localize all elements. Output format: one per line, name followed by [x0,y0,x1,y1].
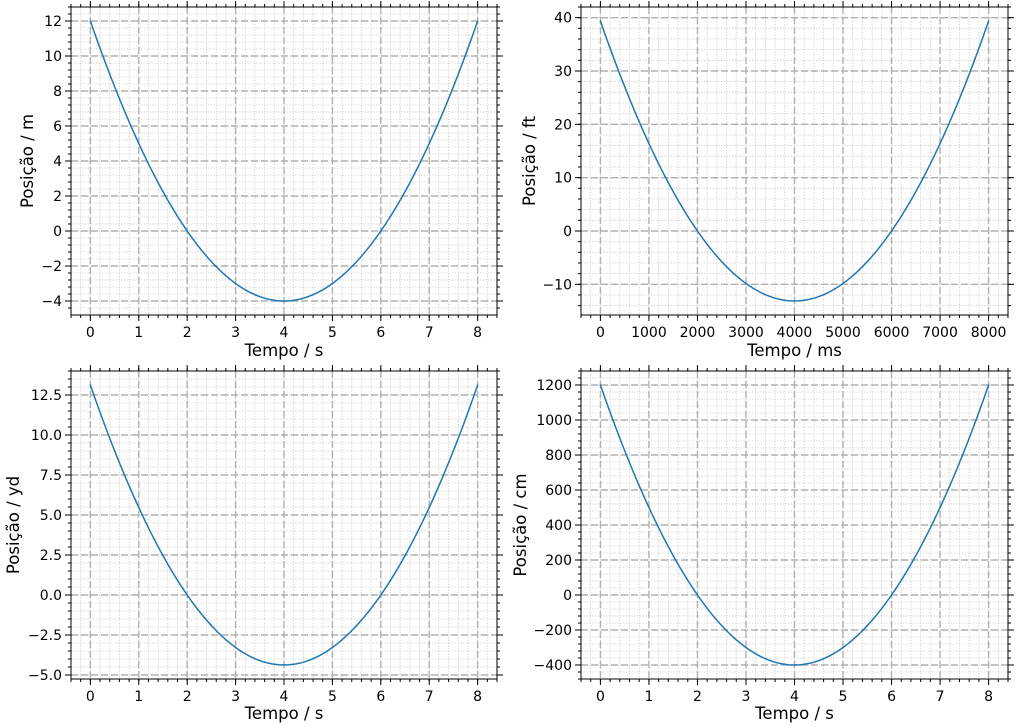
series-line-0 [599,20,990,302]
x-axis-label: Tempo / s [244,341,324,360]
y-tick-label: −200 [534,623,572,639]
x-tick-label: 2 [183,325,192,341]
x-tick-label: 1 [644,689,653,705]
x-tick-label: 6 [376,325,385,341]
x-tick-label: 8 [473,689,482,705]
x-tick-label: 1 [134,689,143,705]
x-tick-label: 7 [936,689,945,705]
x-tick-label: 0 [86,325,95,341]
y-tick-label: 2.5 [40,548,62,564]
y-tick-label: 20 [554,117,572,133]
x-tick-label: 8000 [971,325,1007,341]
x-tick-label: 5 [839,689,848,705]
y-tick-label: 12.5 [31,388,62,404]
y-tick-label: 1200 [536,378,572,394]
x-tick-label: 3 [231,325,240,341]
subplot-position-yd: 0 1 2 3 4 5 6 7 8 −5.0 −2.5 0.0 2.5 5.0 7.5 10.0 12.5 Tem… [4,365,503,723]
y-tick-label: 40 [554,11,572,27]
y-tick-label: 0.0 [40,588,62,604]
y-tick-label: −2 [41,259,62,275]
x-tick-label: 3 [742,689,751,705]
y-tick-label: 10 [44,49,62,65]
x-tick-label: 7 [425,325,434,341]
x-axis-label: Tempo / ms [746,341,842,360]
y-axis-label: Posição / m [18,114,37,208]
y-tick-label: 0 [563,224,572,240]
x-tick-label: 6000 [874,325,910,341]
y-tick-label: 400 [545,518,572,534]
y-tick-label: 7.5 [40,468,62,484]
x-axis-label: Tempo / s [244,704,324,723]
x-tick-label: 5 [328,689,337,705]
y-tick-label: 1000 [536,413,572,429]
y-tick-label: −400 [534,658,572,674]
y-tick-label: −10 [542,277,572,293]
y-tick-label: 0 [53,224,62,240]
x-tick-label: 7 [425,689,434,705]
y-tick-label: 4 [53,154,62,170]
series-line-0 [89,20,479,302]
x-tick-label: 5 [328,325,337,341]
y-axis-label: Posição / cm [511,473,530,576]
x-tick-label: 3 [231,689,240,705]
y-tick-label: 600 [545,483,572,499]
x-tick-label: 2 [183,689,192,705]
x-tick-label: 2 [693,689,702,705]
y-tick-label: 0 [563,588,572,604]
y-tick-label: 800 [545,448,572,464]
y-tick-label: 12 [44,14,62,30]
x-tick-label: 7000 [922,325,958,341]
x-tick-label: 0 [596,325,605,341]
y-tick-label: −2.5 [28,628,62,644]
x-tick-label: 3000 [728,325,764,341]
y-tick-label: 8 [53,84,62,100]
subplot-position-cm: 0 1 2 3 4 5 6 7 8 −400 −200 0 200 400 600 800 1000 1200 Te… [511,365,1014,723]
y-axis-label: Posição / ft [520,115,539,205]
x-tick-label: 4 [280,689,289,705]
x-tick-label: 1000 [631,325,667,341]
x-tick-label: 4 [790,689,799,705]
x-tick-label: 4 [280,325,289,341]
x-tick-label: 5000 [825,325,861,341]
y-tick-label: 2 [53,189,62,205]
subplot-position-ft: 0 1000 2000 3000 4000 5000 6000 7000 8000 −10 0 10 2… [520,1,1014,360]
x-tick-label: 6 [376,689,385,705]
x-tick-label: 8 [984,689,993,705]
x-tick-label: 1 [134,325,143,341]
y-tick-label: 10.0 [31,428,62,444]
y-tick-label: 5.0 [40,508,62,524]
y-tick-label: 6 [53,119,62,135]
x-axis-label: Tempo / s [754,704,834,723]
y-tick-label: −5.0 [28,668,62,684]
x-tick-label: 4000 [777,325,813,341]
x-tick-label: 0 [596,689,605,705]
y-tick-label: 30 [554,64,572,80]
x-tick-label: 2000 [680,325,716,341]
x-tick-label: 6 [887,689,896,705]
y-tick-label: 200 [545,553,572,569]
y-tick-label: 10 [554,171,572,187]
y-tick-label: −4 [41,294,62,310]
series-line-0 [89,384,479,666]
x-tick-label: 8 [473,325,482,341]
series-line-0 [599,384,990,666]
x-tick-label: 0 [86,689,95,705]
y-axis-label: Posição / yd [4,476,23,574]
